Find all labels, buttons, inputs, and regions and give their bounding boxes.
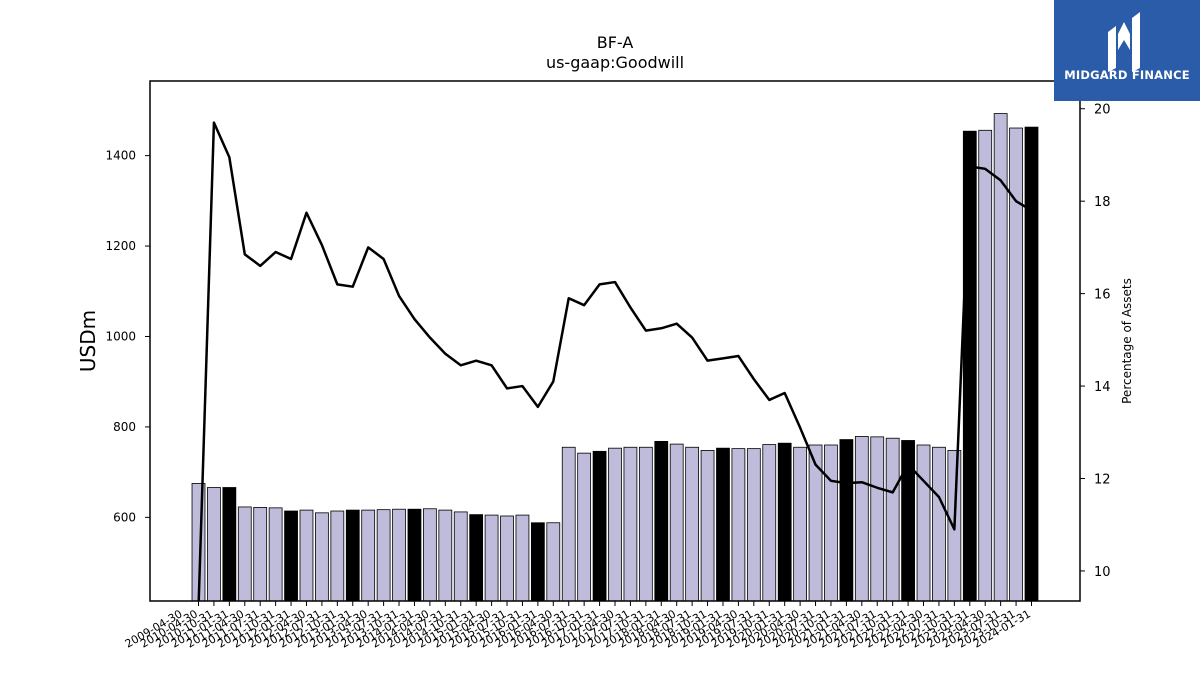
bar-16 <box>438 509 453 602</box>
bar-17 <box>453 511 468 602</box>
y-left-tick-label: 800 <box>113 420 136 434</box>
bar-11 <box>361 509 376 602</box>
bar-39 <box>793 446 807 602</box>
bar-26 <box>592 450 607 602</box>
bar-7 <box>299 509 314 602</box>
bar-21 <box>515 514 530 602</box>
bar-48 <box>932 446 946 602</box>
bar-3 <box>237 506 252 602</box>
bar-20 <box>500 515 514 602</box>
bar-5 <box>268 507 283 602</box>
bar-35 <box>731 448 746 602</box>
bar-36 <box>746 448 761 602</box>
bar-42 <box>839 439 854 602</box>
bar-44 <box>870 436 885 602</box>
y-left-tick-label: 1400 <box>105 149 136 163</box>
bar-22 <box>530 522 545 602</box>
y-right-tick-label: 18 <box>1094 195 1111 210</box>
bar-19 <box>484 514 499 602</box>
bar-18 <box>469 514 484 602</box>
bar-47 <box>916 444 931 602</box>
bar-45 <box>885 437 900 602</box>
y-left-tick-label: 1200 <box>105 239 136 253</box>
bar-12 <box>376 509 391 602</box>
bar-28 <box>623 446 638 602</box>
y-axis-left: 600 800 1000 1200 1400 <box>105 149 150 524</box>
bar-1 <box>207 487 221 602</box>
bar-6 <box>284 510 298 602</box>
chart-subtitle: us-gaap:Goodwill <box>546 53 684 72</box>
y-right-tick-label: 10 <box>1094 565 1111 580</box>
y-axis-right: 10 12 14 16 18 20 <box>1080 103 1111 580</box>
bar-34 <box>716 447 730 602</box>
bar-41 <box>824 444 838 602</box>
bar-30 <box>654 440 669 602</box>
bar-38 <box>777 442 792 602</box>
logo-mark-icon <box>1108 12 1140 72</box>
bar-37 <box>762 444 777 602</box>
line-series <box>197 121 1033 601</box>
y-right-tick-label: 14 <box>1094 380 1111 395</box>
percentage-of-assets-line <box>197 121 1033 601</box>
bar-29 <box>638 446 653 602</box>
bar-51 <box>978 129 993 602</box>
y-right-tick-label: 12 <box>1094 473 1111 488</box>
bar-50 <box>962 130 977 602</box>
bar-2 <box>222 487 237 602</box>
bar-13 <box>392 508 406 602</box>
bar-32 <box>685 446 700 602</box>
bar-27 <box>608 447 622 602</box>
midgard-finance-logo: MIDGARD FINANCE <box>1054 0 1200 101</box>
logo-text: MIDGARD FINANCE <box>1064 68 1190 82</box>
bar-8 <box>315 512 329 602</box>
bar-31 <box>669 443 684 602</box>
bar-series <box>191 113 1039 602</box>
y-axis-left-label: USDm <box>76 310 100 372</box>
chart-title: BF-A <box>597 33 634 52</box>
y-right-tick-label: 20 <box>1094 103 1111 118</box>
x-axis: 2009-04-302010-04-302010-10-312011-01-31… <box>123 601 1033 651</box>
bar-24 <box>561 446 576 602</box>
y-axis-right-label: Percentage of Assets <box>1120 278 1134 404</box>
bar-25 <box>577 452 592 602</box>
bar-14 <box>407 508 422 602</box>
bar-33 <box>700 450 715 602</box>
y-left-tick-label: 1000 <box>105 329 136 343</box>
bar-54 <box>1024 126 1039 602</box>
y-left-tick-label: 600 <box>113 510 136 524</box>
y-right-tick-label: 16 <box>1094 288 1111 303</box>
bar-9 <box>330 510 345 602</box>
bar-15 <box>423 508 437 602</box>
bar-4 <box>253 506 268 602</box>
bar-10 <box>345 509 360 602</box>
bar-53 <box>1009 127 1023 602</box>
bar-43 <box>854 436 869 602</box>
bar-23 <box>546 522 561 602</box>
